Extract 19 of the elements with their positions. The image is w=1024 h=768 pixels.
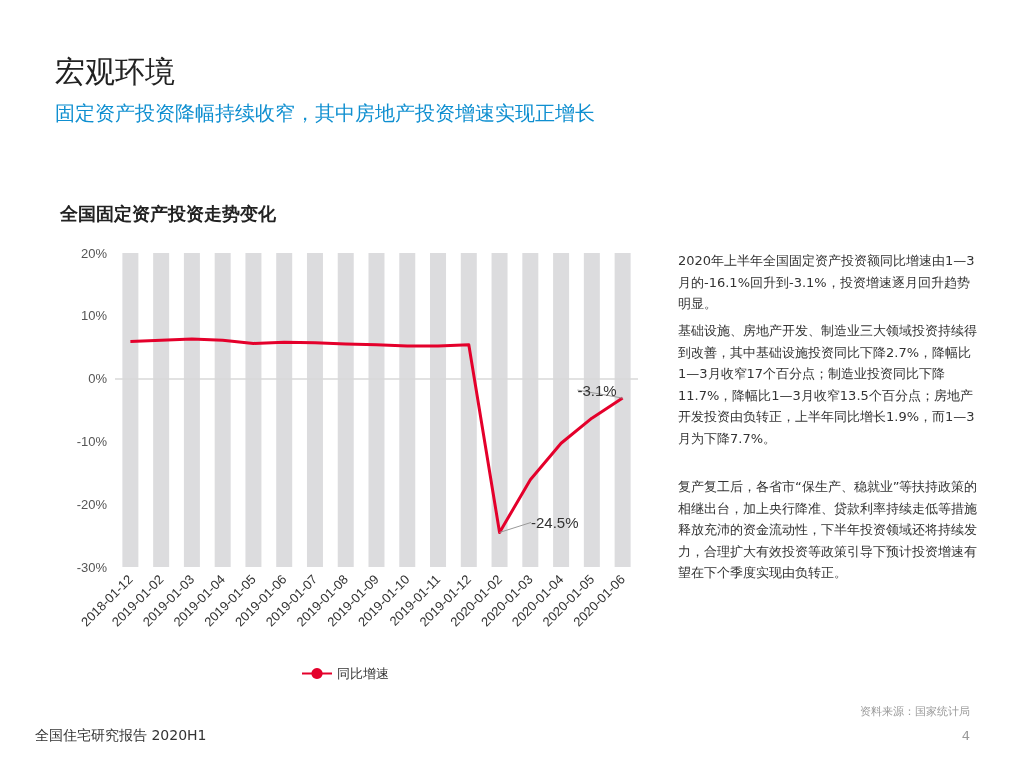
y-tick-label: 20% bbox=[80, 245, 108, 261]
legend-label: 同比增速 bbox=[337, 666, 389, 681]
chart-subtitle: 固定资产投资降幅持续收窄，其中房地产投资增速实现正增长 bbox=[55, 100, 595, 127]
text: 全国住宅研究报告 2020H1 bbox=[35, 727, 207, 745]
y-tick-label: -30% bbox=[76, 559, 108, 575]
y-tick-label: 10% bbox=[80, 308, 108, 324]
data-label: -24.5% bbox=[531, 513, 579, 531]
y-tick-label: -10% bbox=[76, 433, 108, 449]
text: 基础设施、房地产开发、制造业三大领域投资持续得到改善，其中基础设施投资同比下降2.7%，降幅比1—3月收窄17个百分点；制造业投资同比下降11.7%，降幅比1—3月收窄13.5个百分点；房地产开发投资由负转正，上半年同比增长1.9%，而1—3月为下降7.7%。 bbox=[678, 322, 978, 448]
chart-title: 宏观环境 bbox=[55, 53, 175, 91]
text: 全国固定资产投资走势变化 bbox=[60, 202, 276, 226]
text: 资料来源：国家统计局 bbox=[860, 704, 970, 719]
text: 2020年上半年全国固定资产投资额同比增速由1—3月的-16.1%回升到-3.1%，投资增速逐月回升趋势明显。 bbox=[678, 252, 976, 313]
y-tick-label: -20% bbox=[76, 496, 108, 512]
text: 复产复工后，各省市“保生产、稳就业”等扶持政策的相继出台，加上央行降准、贷款利率持续走低等措施释放充沛的资金流动性，下半年投资领域还将持续发力，合理扩大有效投资等政策引导下预计投资增速有望在下个季度实现由负转正。 bbox=[678, 478, 978, 582]
text: 4 bbox=[961, 728, 970, 743]
y-tick-label: 0% bbox=[88, 371, 108, 387]
data-label: -3.1% bbox=[577, 381, 617, 399]
line-series bbox=[128, 337, 625, 534]
